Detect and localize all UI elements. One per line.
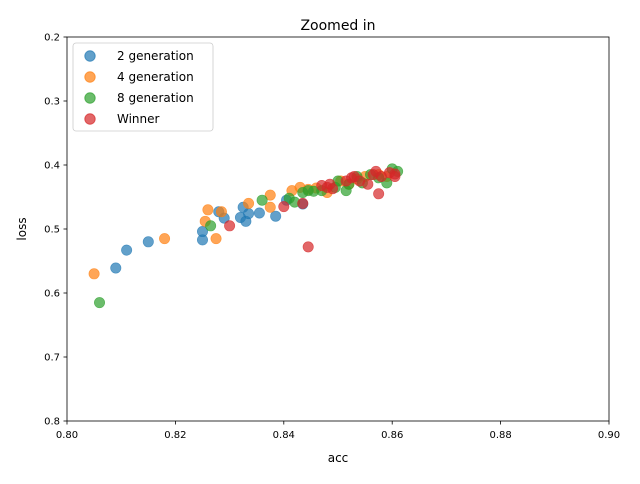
data-point <box>110 262 122 274</box>
y-tick-label: 0.4 <box>44 161 60 172</box>
data-point <box>278 201 290 213</box>
data-point <box>94 297 106 309</box>
axes: 0.80 0.82 0.84 0.86 0.88 0.90 0.2 0.3 0.4 0.5 0.6 0… <box>44 33 620 442</box>
y-tick-label: 0.2 <box>44 33 60 44</box>
data-point <box>297 197 309 209</box>
x-tick-label: 0.86 <box>381 430 403 441</box>
y-tick-label: 0.7 <box>44 353 60 364</box>
data-point <box>256 194 268 206</box>
legend: 2 generation 4 generation 8 generation Winn… <box>72 42 214 132</box>
legend-label: 4 generation <box>117 70 194 84</box>
data-point <box>327 183 339 195</box>
legend-marker <box>84 113 96 125</box>
data-point <box>202 204 214 216</box>
data-point <box>253 207 265 219</box>
legend-box <box>72 42 214 132</box>
legend-marker <box>84 92 96 104</box>
legend-marker <box>84 50 96 62</box>
legend-label: 8 generation <box>117 91 194 105</box>
y-axis-label: loss <box>15 217 29 240</box>
data-point <box>142 236 154 248</box>
data-point <box>270 210 282 222</box>
data-point <box>88 268 100 280</box>
data-point <box>243 197 255 209</box>
data-point <box>302 241 314 253</box>
data-point <box>215 206 227 218</box>
x-tick-label: 0.82 <box>164 430 186 441</box>
legend-marker <box>84 71 96 83</box>
data-point <box>224 220 236 232</box>
data-point <box>264 201 276 213</box>
y-tick-label: 0.6 <box>44 289 60 300</box>
data-point <box>210 233 222 245</box>
x-axis-label: acc <box>328 451 349 465</box>
legend-label: Winner <box>117 112 160 126</box>
y-tick-label: 0.8 <box>44 417 60 428</box>
data-point <box>362 178 374 190</box>
plot-area <box>88 163 404 309</box>
x-tick-label: 0.80 <box>56 430 78 441</box>
legend-label: 2 generation <box>117 49 194 63</box>
data-point <box>121 244 133 256</box>
x-tick-label: 0.88 <box>489 430 511 441</box>
data-point <box>197 226 209 238</box>
data-point <box>264 189 276 201</box>
data-point <box>389 171 401 183</box>
data-point <box>205 220 217 232</box>
x-tick-label: 0.84 <box>273 430 295 441</box>
y-tick-label: 0.3 <box>44 97 60 108</box>
data-point <box>243 208 255 220</box>
chart-title: Zoomed in <box>300 18 375 34</box>
data-point <box>373 188 385 200</box>
data-point <box>159 233 171 245</box>
x-tick-label: 0.90 <box>598 430 620 441</box>
y-tick-label: 0.5 <box>44 225 60 236</box>
